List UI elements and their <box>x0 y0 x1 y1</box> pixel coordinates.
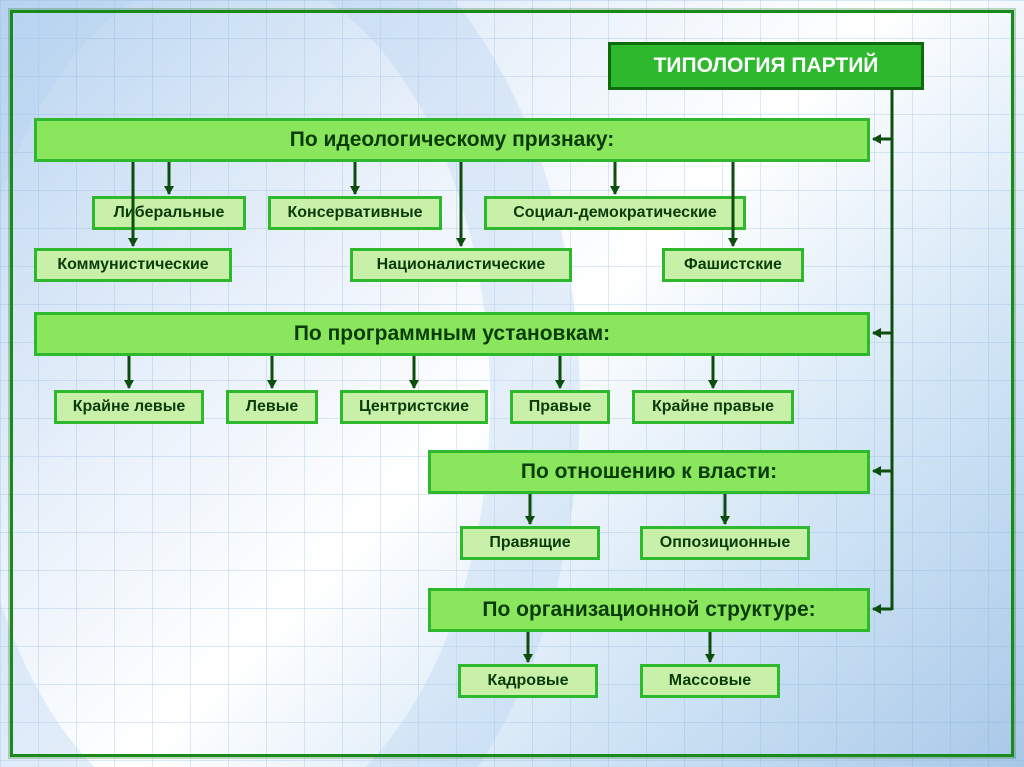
item-1-0-1: Левые <box>226 390 318 424</box>
item-0-0-2: Социал-демократические <box>484 196 746 230</box>
item-2-0-0: Правящие <box>460 526 600 560</box>
item-1-0-4-label: Крайне правые <box>652 398 774 416</box>
item-0-1-2-label: Фашистские <box>684 256 782 274</box>
item-0-0-2-label: Социал-демократические <box>513 204 717 222</box>
item-0-0-1-label: Консервативные <box>287 204 422 222</box>
item-1-0-0-label: Крайне левые <box>73 398 186 416</box>
item-3-0-1: Массовые <box>640 664 780 698</box>
diagram-title-label: ТИПОЛОГИЯ ПАРТИЙ <box>654 54 879 78</box>
item-0-1-0-label: Коммунистические <box>57 256 208 274</box>
item-1-0-4: Крайне правые <box>632 390 794 424</box>
category-header-2: По отношению к власти: <box>428 450 870 494</box>
category-header-3: По организационной структуре: <box>428 588 870 632</box>
category-header-3-label: По организационной структуре: <box>482 598 815 622</box>
category-header-0: По идеологическому признаку: <box>34 118 870 162</box>
item-0-1-0: Коммунистические <box>34 248 232 282</box>
item-3-0-1-label: Массовые <box>669 672 751 690</box>
item-0-1-2: Фашистские <box>662 248 804 282</box>
category-header-1-label: По программным установкам: <box>294 322 610 346</box>
item-0-0-0: Либеральные <box>92 196 246 230</box>
item-3-0-0-label: Кадровые <box>488 672 569 690</box>
item-0-1-1: Националистические <box>350 248 572 282</box>
item-0-0-0-label: Либеральные <box>114 204 225 222</box>
item-2-0-0-label: Правящие <box>489 534 570 552</box>
category-header-1: По программным установкам: <box>34 312 870 356</box>
category-header-0-label: По идеологическому признаку: <box>290 128 615 152</box>
item-0-1-1-label: Националистические <box>377 256 546 274</box>
item-1-0-3: Правые <box>510 390 610 424</box>
diagram-title: ТИПОЛОГИЯ ПАРТИЙ <box>608 42 924 90</box>
item-1-0-2-label: Центристские <box>359 398 469 416</box>
item-2-0-1-label: Оппозиционные <box>660 534 790 552</box>
item-1-0-3-label: Правые <box>529 398 592 416</box>
item-1-0-2: Центристские <box>340 390 488 424</box>
item-0-0-1: Консервативные <box>268 196 442 230</box>
item-3-0-0: Кадровые <box>458 664 598 698</box>
item-1-0-0: Крайне левые <box>54 390 204 424</box>
item-1-0-1-label: Левые <box>246 398 299 416</box>
category-header-2-label: По отношению к власти: <box>521 460 777 484</box>
item-2-0-1: Оппозиционные <box>640 526 810 560</box>
